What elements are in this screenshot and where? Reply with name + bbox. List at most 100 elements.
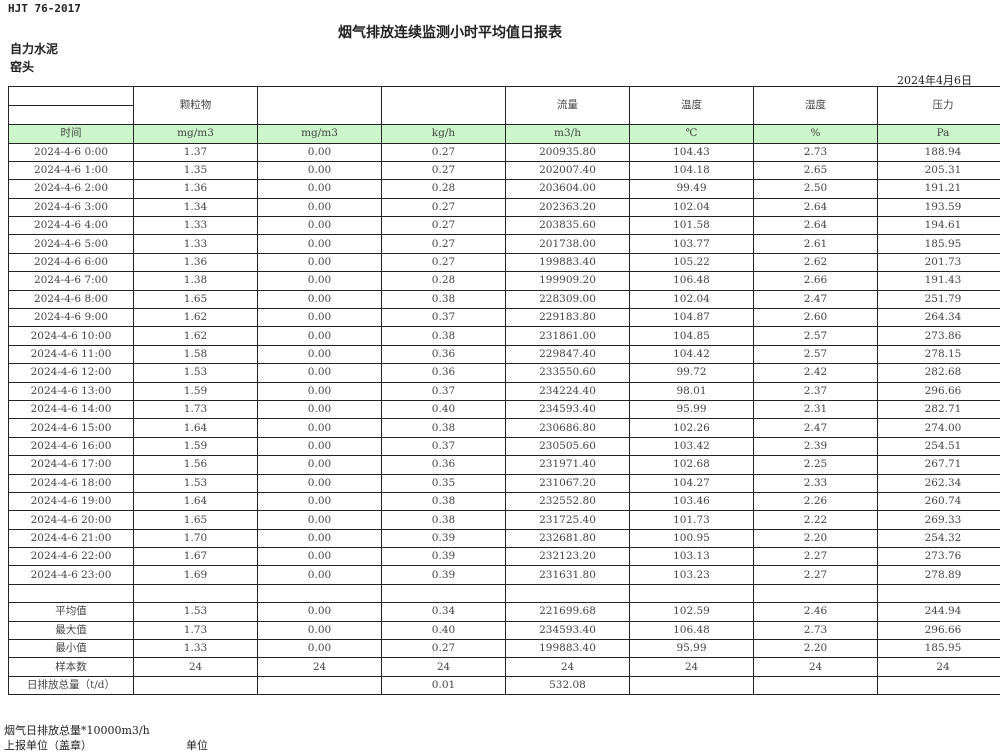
table-row-cell: 232681.80 — [506, 529, 630, 547]
table-row-cell: 2.27 — [754, 566, 878, 584]
table-row-cell: 1.33 — [134, 235, 258, 253]
table-row-cell: 105.22 — [630, 253, 754, 271]
table-row-cell: 1.64 — [134, 492, 258, 510]
table-row-cell: 2024-4-6 1:00 — [9, 161, 134, 179]
header-row-cell: 颗粒物 — [134, 87, 258, 125]
table-row-cell: 278.15 — [878, 345, 1000, 363]
table-row-cell: 1.56 — [134, 456, 258, 474]
reporter-label: 上报单位（盖章） — [4, 737, 92, 753]
table-row-cell: 日排放总量（t/d） — [9, 676, 134, 694]
table-row-cell — [630, 676, 754, 694]
monitoring-location: 窑头 — [10, 58, 34, 75]
table-row-cell: 262.34 — [878, 474, 1000, 492]
table-row-cell: 231861.00 — [506, 327, 630, 345]
standard-code: HJT 76-2017 — [8, 2, 81, 15]
table-row-cell: 24 — [382, 658, 506, 676]
table-row-cell: 2024-4-6 7:00 — [9, 272, 134, 290]
table-row-cell: 0.00 — [258, 253, 382, 271]
table-row-cell: 98.01 — [630, 382, 754, 400]
table-row-cell: 2024-4-6 3:00 — [9, 198, 134, 216]
table-row-cell: 0.00 — [258, 437, 382, 455]
table-row-cell: 0.27 — [382, 198, 506, 216]
table-row-cell: 2.42 — [754, 364, 878, 382]
table-row-cell: 0.00 — [258, 548, 382, 566]
table-row-cell: 0.27 — [382, 640, 506, 658]
table-row-cell: 101.58 — [630, 217, 754, 235]
table-row-cell: 2.27 — [754, 548, 878, 566]
table-row-cell: 1.53 — [134, 364, 258, 382]
table-row-cell: 1.67 — [134, 548, 258, 566]
table-row-cell: 1.34 — [134, 198, 258, 216]
table-row-cell: 264.34 — [878, 309, 1000, 327]
table-row-cell: 106.48 — [630, 272, 754, 290]
table-row — [9, 584, 1000, 602]
table-row-cell: 194.61 — [878, 217, 1000, 235]
table-row-cell: 102.59 — [630, 603, 754, 621]
table-row-cell: 2.31 — [754, 400, 878, 418]
table-row-cell: 0.34 — [382, 603, 506, 621]
table-row-cell: 2024-4-6 9:00 — [9, 309, 134, 327]
table-row-cell: 0.38 — [382, 290, 506, 308]
table-row-cell — [258, 676, 382, 694]
table-row-cell: 201.73 — [878, 253, 1000, 271]
table-row-cell: 229183.80 — [506, 309, 630, 327]
table-row-cell: 0.00 — [258, 382, 382, 400]
table-row-cell: 2.57 — [754, 327, 878, 345]
table-row-cell: 95.99 — [630, 400, 754, 418]
table-row-cell: 203604.00 — [506, 180, 630, 198]
table-row-cell: 0.38 — [382, 511, 506, 529]
table-row-cell: 202007.40 — [506, 161, 630, 179]
table-row-cell: 2.33 — [754, 474, 878, 492]
table-row-cell: 24 — [754, 658, 878, 676]
table-row-cell: 193.59 — [878, 198, 1000, 216]
table-row-cell: 99.72 — [630, 364, 754, 382]
table-row-cell: 532.08 — [506, 676, 630, 694]
table-row-cell — [878, 676, 1000, 694]
table-row-cell: 1.64 — [134, 419, 258, 437]
table-row-cell: 260.74 — [878, 492, 1000, 510]
table-row-cell: 1.59 — [134, 437, 258, 455]
table-row-cell: 0.00 — [258, 603, 382, 621]
table-row-cell: 229847.40 — [506, 345, 630, 363]
table-row-cell — [258, 584, 382, 602]
table-row-cell: 1.53 — [134, 603, 258, 621]
table-row-cell: 1.73 — [134, 400, 258, 418]
table-row-cell: 230505.60 — [506, 437, 630, 455]
table-row-cell: 269.33 — [878, 511, 1000, 529]
table-row-cell: 0.00 — [258, 272, 382, 290]
table-row-cell: 1.62 — [134, 327, 258, 345]
table-row-cell: 0.00 — [258, 621, 382, 639]
table-row-cell: 0.00 — [258, 419, 382, 437]
table-row-cell: 274.00 — [878, 419, 1000, 437]
table-row-cell: 104.87 — [630, 309, 754, 327]
units-row-cell: ℃ — [630, 125, 754, 144]
table-row-cell — [754, 584, 878, 602]
table-row-cell: 2024-4-6 19:00 — [9, 492, 134, 510]
table-row-cell: 0.37 — [382, 382, 506, 400]
table-row-cell: 199883.40 — [506, 253, 630, 271]
units-row-cell: m3/h — [506, 125, 630, 144]
table-row-cell: 1.65 — [134, 290, 258, 308]
table-row-cell: 1.58 — [134, 345, 258, 363]
table-row-cell: 0.35 — [382, 474, 506, 492]
table-row-cell: 1.38 — [134, 272, 258, 290]
table-row-cell: 251.79 — [878, 290, 1000, 308]
table-row-cell: 2024-4-6 12:00 — [9, 364, 134, 382]
table-row-cell: 103.23 — [630, 566, 754, 584]
table-row-cell: 2024-4-6 18:00 — [9, 474, 134, 492]
table-row-cell: 0.00 — [258, 640, 382, 658]
table-row-cell: 104.18 — [630, 161, 754, 179]
table-row-cell: 0.27 — [382, 217, 506, 235]
